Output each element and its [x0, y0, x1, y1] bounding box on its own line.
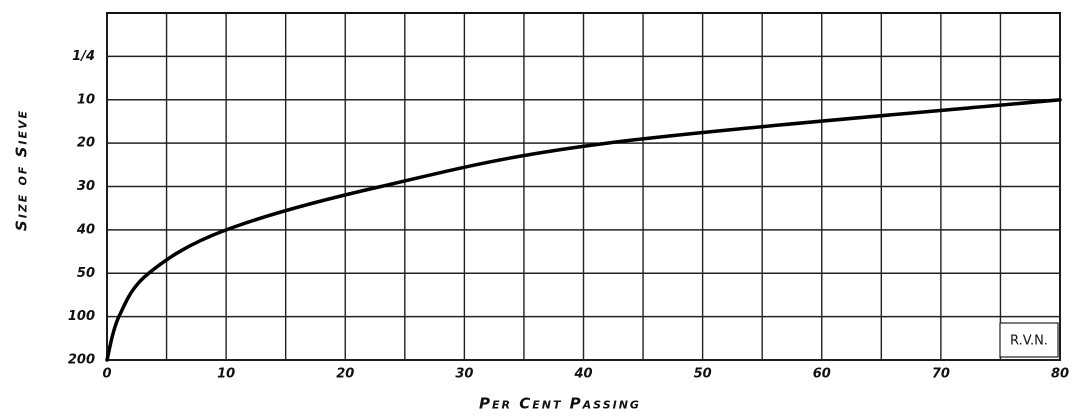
y-tick-label: 10	[77, 92, 95, 107]
x-tick-label: 50	[694, 367, 712, 382]
x-tick-label: 30	[455, 367, 473, 382]
x-tick-label: 40	[573, 367, 592, 382]
x-tick-label: 70	[932, 367, 950, 382]
y-tick-label: 200	[68, 353, 95, 368]
y-tick-label: 40	[76, 222, 95, 237]
y-tick-label: 1/4	[72, 49, 95, 64]
x-tick-label: 60	[813, 367, 831, 382]
y-tick-label: 100	[68, 309, 95, 324]
curve	[105, 98, 1062, 362]
x-tick-label: 10	[217, 367, 235, 382]
annotation: R.V.N.	[1010, 334, 1048, 349]
x-tick-label: 80	[1051, 367, 1069, 382]
x-tick-label: 20	[336, 367, 354, 382]
annotation-box	[999, 322, 1059, 358]
x-tick-label: 0	[102, 367, 111, 382]
y-tick-label: 50	[77, 266, 95, 281]
x-axis-label: Per Cent Passing	[479, 395, 641, 413]
y-tick-label: 20	[77, 136, 95, 151]
y-tick-label: 30	[77, 179, 95, 194]
y-axis-label: Size of Sieve	[13, 109, 31, 231]
